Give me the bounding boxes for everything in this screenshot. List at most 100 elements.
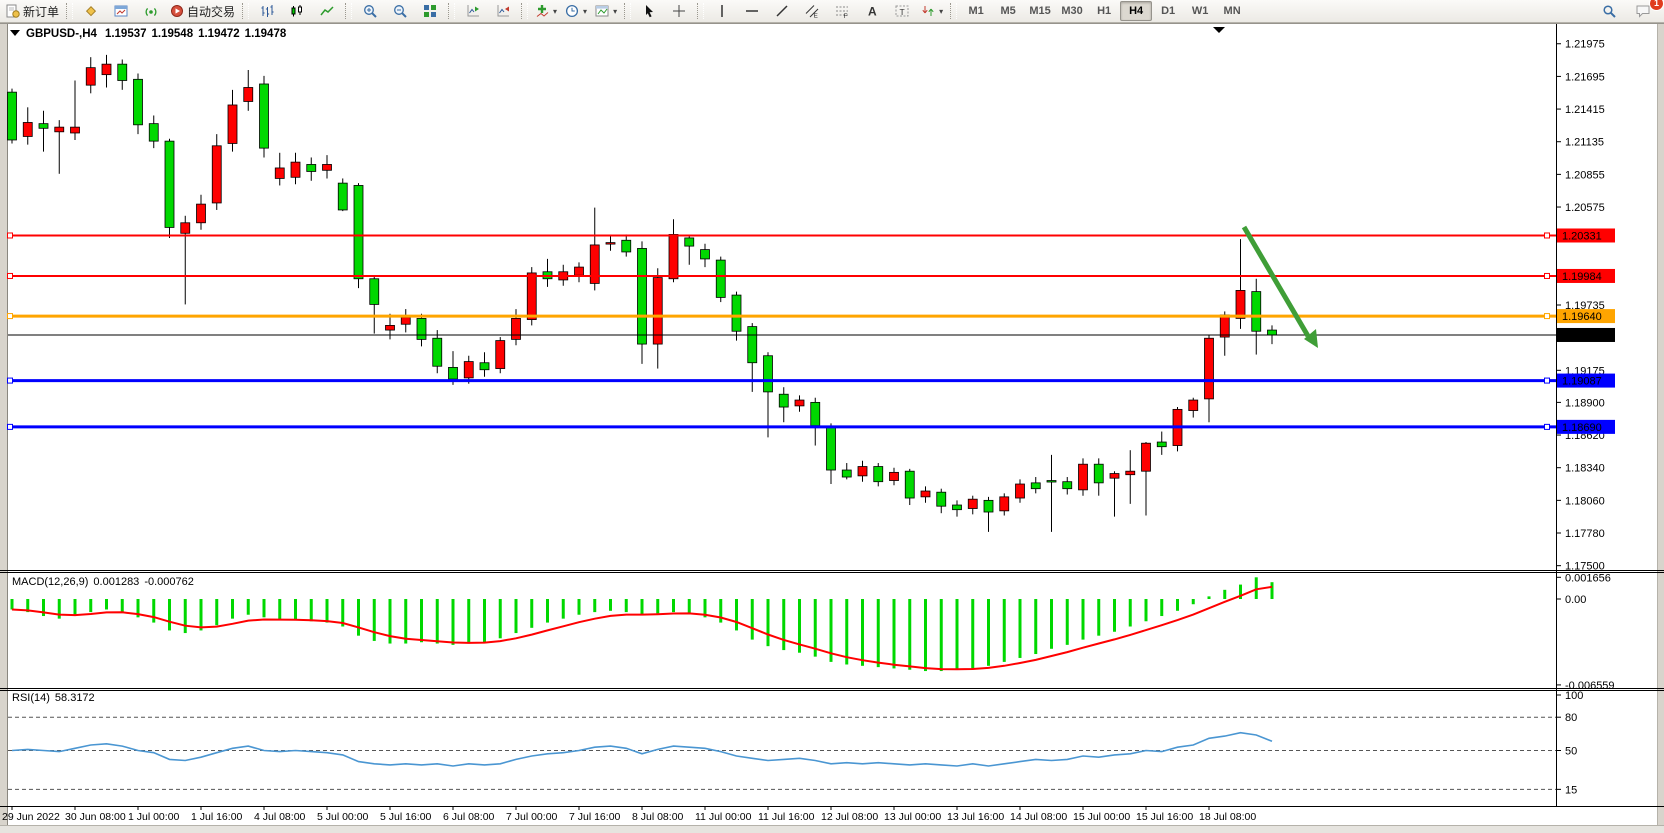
chart-shift-marker[interactable] xyxy=(1213,27,1225,33)
candle xyxy=(952,504,962,511)
time-axis[interactable]: 29 Jun 2022 30 Jun 08:00 1 Jul 00:00 1 Jul … xyxy=(2,806,1256,823)
line-handle[interactable] xyxy=(7,232,13,239)
hline-object-1.19087[interactable] xyxy=(7,377,1557,384)
candle xyxy=(920,490,931,498)
candle xyxy=(385,325,395,331)
bar-chart-button[interactable] xyxy=(252,0,282,22)
price-axis[interactable]: 1.21975 1.21695 1.21415 1.21135 1.20855 1.205… xyxy=(1556,24,1615,806)
search-button[interactable] xyxy=(1594,0,1624,22)
zoom-in-button[interactable] xyxy=(355,0,385,22)
candle xyxy=(243,87,254,102)
price-tick-label: 1.18900 xyxy=(1565,397,1605,409)
chart-window-button[interactable] xyxy=(106,0,136,22)
timeframe-h4-button[interactable]: H4 xyxy=(1120,1,1153,21)
chart-shift-button[interactable] xyxy=(488,0,518,22)
textlabel-icon: T xyxy=(895,4,909,18)
signals-button[interactable] xyxy=(136,0,166,22)
indicators-button[interactable]: ▾ xyxy=(531,0,561,22)
line-handle[interactable] xyxy=(1544,377,1550,384)
timeframe-m30-button[interactable]: M30 xyxy=(1061,5,1083,17)
line-handle[interactable] xyxy=(1544,232,1550,239)
autotrading-button[interactable]: 自动交易 xyxy=(166,0,239,22)
candle xyxy=(904,470,915,499)
bars-icon xyxy=(260,4,274,18)
channel-icon: E xyxy=(805,4,819,18)
candle xyxy=(574,266,584,276)
svg-text:A: A xyxy=(868,5,877,19)
trend-arrow-annotation[interactable] xyxy=(1241,225,1318,348)
crosshair-button[interactable] xyxy=(664,0,694,22)
line-handle[interactable] xyxy=(7,423,13,430)
hline-object-1.19984[interactable] xyxy=(7,272,1557,279)
timeframe-w1-button[interactable]: W1 xyxy=(1191,5,1209,17)
timeframe-m5-button[interactable]: M5 xyxy=(1000,5,1016,17)
candle xyxy=(936,491,947,507)
line-handle[interactable] xyxy=(1544,423,1550,430)
templates-button[interactable]: ▾ xyxy=(591,0,621,22)
timeframe-m1-button[interactable]: M1 xyxy=(968,5,984,17)
time-tick-label: 7 Jul 16:00 xyxy=(569,811,621,823)
candlestick-button[interactable] xyxy=(282,0,312,22)
dropdown-caret-icon: ▾ xyxy=(939,6,944,16)
line-handle[interactable] xyxy=(7,313,13,320)
new-order-button-label: 新订单 xyxy=(23,4,60,19)
time-tick-label: 4 Jul 08:00 xyxy=(254,811,306,823)
tile-windows-button[interactable] xyxy=(415,0,445,22)
line-handle[interactable] xyxy=(1544,272,1550,279)
candle xyxy=(148,123,159,142)
svg-text:1.20331: 1.20331 xyxy=(1562,230,1602,242)
candle xyxy=(133,78,143,126)
candle xyxy=(873,466,884,483)
fibonacci-icon: F xyxy=(835,4,849,18)
indicators-icon xyxy=(535,4,549,18)
zoom-out-button[interactable] xyxy=(385,0,415,22)
hline-object-1.1869[interactable] xyxy=(7,423,1557,430)
hline-object-1.20331[interactable] xyxy=(7,232,1557,239)
price-tag: 1.20331 xyxy=(1557,228,1615,243)
autotrading-button-label: 自动交易 xyxy=(187,4,236,19)
fibonacci-button[interactable]: F xyxy=(827,0,857,22)
timeframe-d1-button[interactable]: D1 xyxy=(1161,5,1176,17)
time-tick-label: 18 Jul 08:00 xyxy=(1199,811,1256,823)
new-order-button[interactable]: 新订单 xyxy=(2,0,63,22)
candle xyxy=(180,222,191,234)
line-handle[interactable] xyxy=(1544,313,1550,320)
text-label-button[interactable]: T xyxy=(887,0,917,22)
cursor-button[interactable] xyxy=(634,0,664,22)
line-handle[interactable] xyxy=(7,377,13,384)
horizontal-line-button[interactable] xyxy=(737,0,767,22)
market-watch-button[interactable] xyxy=(76,0,106,22)
time-tick-label: 1 Jul 16:00 xyxy=(191,811,243,823)
line-chart-button[interactable] xyxy=(312,0,342,22)
vertical-line-button[interactable] xyxy=(707,0,737,22)
periods-button[interactable]: ▾ xyxy=(561,0,591,22)
price-tag: 1.19478 xyxy=(1557,327,1615,342)
toolbar: 新订单 自动交易 ▾ ▾ ▾ E F A T ▾ M1 M5 M15 M30 H1 H4 D1 W1 MN 1 xyxy=(0,0,1664,23)
autotrading-icon xyxy=(170,4,184,18)
toolbar-separator xyxy=(448,3,456,19)
auto-scroll-button[interactable] xyxy=(458,0,488,22)
candle xyxy=(1251,291,1262,332)
time-tick-label: 5 Jul 00:00 xyxy=(317,811,369,823)
price-tick-label: 1.17780 xyxy=(1565,528,1605,540)
channel-button[interactable]: E xyxy=(797,0,827,22)
text-button[interactable]: A xyxy=(857,0,887,22)
trendline-button[interactable] xyxy=(767,0,797,22)
timeframe-h1-button[interactable]: H1 xyxy=(1097,5,1112,17)
notifications-button[interactable]: 1 xyxy=(1628,0,1664,22)
symbol-dropdown-icon[interactable] xyxy=(10,30,20,36)
zoom-in-icon xyxy=(363,4,377,18)
svg-text:1.18690: 1.18690 xyxy=(1562,422,1602,434)
time-tick-label: 11 Jul 00:00 xyxy=(695,811,752,823)
templates-icon xyxy=(595,4,609,18)
line-handle[interactable] xyxy=(7,272,13,279)
arrows-button[interactable]: ▾ xyxy=(917,0,947,22)
timeframe-mn-button[interactable]: MN xyxy=(1223,5,1241,17)
time-tick-label: 11 Jul 16:00 xyxy=(758,811,815,823)
market-watch-icon xyxy=(84,4,98,18)
timeframe-m15-button[interactable]: M15 xyxy=(1029,5,1051,17)
candle xyxy=(274,167,285,179)
svg-text:15: 15 xyxy=(1565,784,1577,796)
svg-text:-0.006559: -0.006559 xyxy=(1565,680,1615,692)
